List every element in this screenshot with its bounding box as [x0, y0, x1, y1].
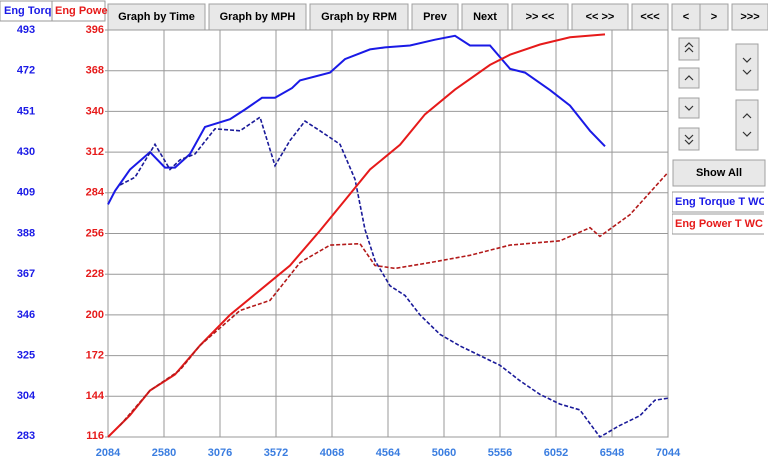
- y2-tick-label: 396: [86, 24, 104, 36]
- power-tab[interactable]: [51, 0, 106, 22]
- y-tick-label: 283: [17, 430, 35, 442]
- toolbar-button-label: Graph by Time: [118, 11, 195, 23]
- toolbar-button-label: Prev: [423, 11, 448, 23]
- zoom-in[interactable]: [735, 43, 759, 91]
- y2-tick-label: 200: [86, 309, 104, 321]
- y-tick-label: 367: [17, 268, 35, 280]
- y-tick-label: 472: [17, 65, 35, 77]
- toolbar-button-label: Graph by RPM: [321, 11, 397, 23]
- toolbar-button[interactable]: [461, 3, 509, 31]
- y-tick-label: 430: [17, 146, 35, 158]
- x-tick-label: 5556: [488, 447, 512, 459]
- toolbar-button-label: Next: [473, 11, 497, 23]
- y-tick-label: 493: [17, 24, 35, 36]
- legend-item[interactable]: [672, 191, 766, 213]
- toolbar-button-label: <<<: [640, 11, 659, 23]
- legend-label: Eng Torque T WC: [675, 196, 767, 208]
- series-line: [107, 33, 606, 438]
- x-tick-label: 6052: [544, 447, 568, 459]
- x-tick-label: 6548: [600, 447, 624, 459]
- x-tick-label: 3572: [264, 447, 288, 459]
- y2-tick-label: 284: [86, 187, 105, 199]
- toolbar-button-label: << >>: [586, 11, 615, 23]
- x-tick-label: 3076: [208, 447, 232, 459]
- legend: Eng Torque T WC Eng Power T WC: [672, 191, 767, 235]
- toolbar-button[interactable]: [107, 3, 206, 31]
- y2-tick-label: 172: [86, 350, 104, 362]
- icon: [742, 69, 752, 75]
- show-all-label: Show All: [696, 167, 742, 179]
- toolbar-button[interactable]: [731, 3, 768, 31]
- icon: [742, 57, 752, 63]
- x-tick-label: 2580: [152, 447, 176, 459]
- x-tick-label: 7044: [656, 447, 681, 459]
- icon: [684, 47, 694, 53]
- toolbar-button[interactable]: [411, 3, 459, 31]
- icon: [684, 105, 694, 111]
- series-line: [119, 171, 669, 426]
- toolbar-button-label: Graph by MPH: [220, 11, 296, 23]
- y2-tick-label: 312: [86, 146, 104, 158]
- scroll-up-fast[interactable]: [678, 37, 700, 61]
- toolbar-button-label: >> <<: [526, 11, 555, 23]
- y-tick-label: 304: [17, 390, 36, 402]
- icon: [742, 113, 752, 119]
- x-tick-label: 4068: [320, 447, 344, 459]
- y-tick-label: 346: [17, 309, 35, 321]
- y2-tick-label: 340: [86, 105, 104, 117]
- y2-tick-label: 256: [86, 227, 104, 239]
- y2-tick-label: 144: [86, 390, 105, 402]
- icon: [742, 131, 752, 137]
- scroll-up[interactable]: [678, 67, 700, 89]
- toolbar-button-label: >: [711, 11, 717, 23]
- series-line: [119, 115, 669, 439]
- icon: [684, 139, 694, 145]
- y2-tick-label: 116: [86, 430, 104, 442]
- scroll-down[interactable]: [678, 97, 700, 119]
- toolbar-button[interactable]: [631, 3, 669, 31]
- y-tick-label: 451: [17, 105, 35, 117]
- icon: [684, 42, 694, 48]
- toolbar-button-label: >>>: [740, 11, 759, 23]
- y2-tick-label: 368: [86, 65, 104, 77]
- y-tick-label: 409: [17, 187, 35, 199]
- y2-axis-title: Eng Powe: [55, 5, 108, 17]
- y2-tick-label: 228: [86, 268, 104, 280]
- toolbar-button[interactable]: [309, 3, 409, 31]
- show-all-button[interactable]: [672, 159, 766, 187]
- x-tick-label: 5060: [432, 447, 456, 459]
- legend-label: Eng Power T WC: [675, 218, 763, 230]
- y-axis-title: Eng Torq: [4, 5, 51, 17]
- zoom-out[interactable]: [735, 99, 759, 151]
- icon: [684, 134, 694, 140]
- y-tick-label: 388: [17, 227, 35, 239]
- y-tick-label: 325: [17, 350, 35, 362]
- toolbar-button[interactable]: [571, 3, 629, 31]
- legend-item[interactable]: [672, 213, 766, 235]
- toolbar-button-label: <: [683, 11, 689, 23]
- x-tick-label: 4564: [376, 447, 401, 459]
- icon: [684, 75, 694, 81]
- toolbar-button[interactable]: [208, 3, 307, 31]
- toolbar-button[interactable]: [699, 3, 729, 31]
- scroll-buttons: [678, 37, 759, 151]
- x-tick-label: 2084: [96, 447, 121, 459]
